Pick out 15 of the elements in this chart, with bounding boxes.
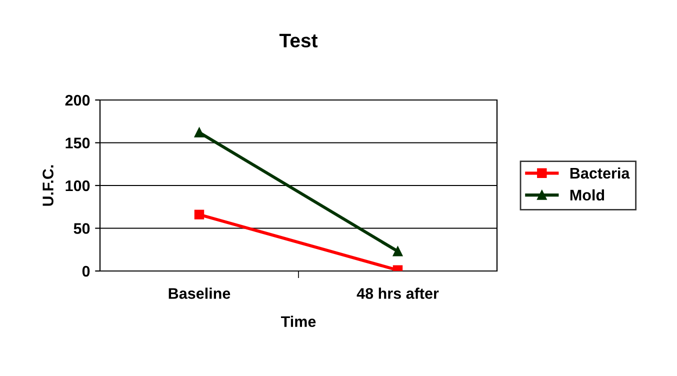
legend-label: Mold [570,189,604,201]
x-axis-title: Time [280,316,316,328]
y-axis-title: U.F.C. [42,165,54,206]
y-tick-label: 0 [82,266,90,277]
y-tick-label: 200 [65,94,90,106]
point [194,210,204,220]
point [194,128,204,138]
chart-title: Test [279,34,318,48]
point [392,246,403,256]
x-tick-label: Baseline [168,288,230,299]
legend-label: Bacteria [570,167,630,179]
x-tick-label: 48 hrs after [356,288,439,299]
y-tick-label: 150 [66,138,90,148]
y-tick-label: 50 [74,223,90,234]
y-tick-label: 100 [66,180,90,192]
